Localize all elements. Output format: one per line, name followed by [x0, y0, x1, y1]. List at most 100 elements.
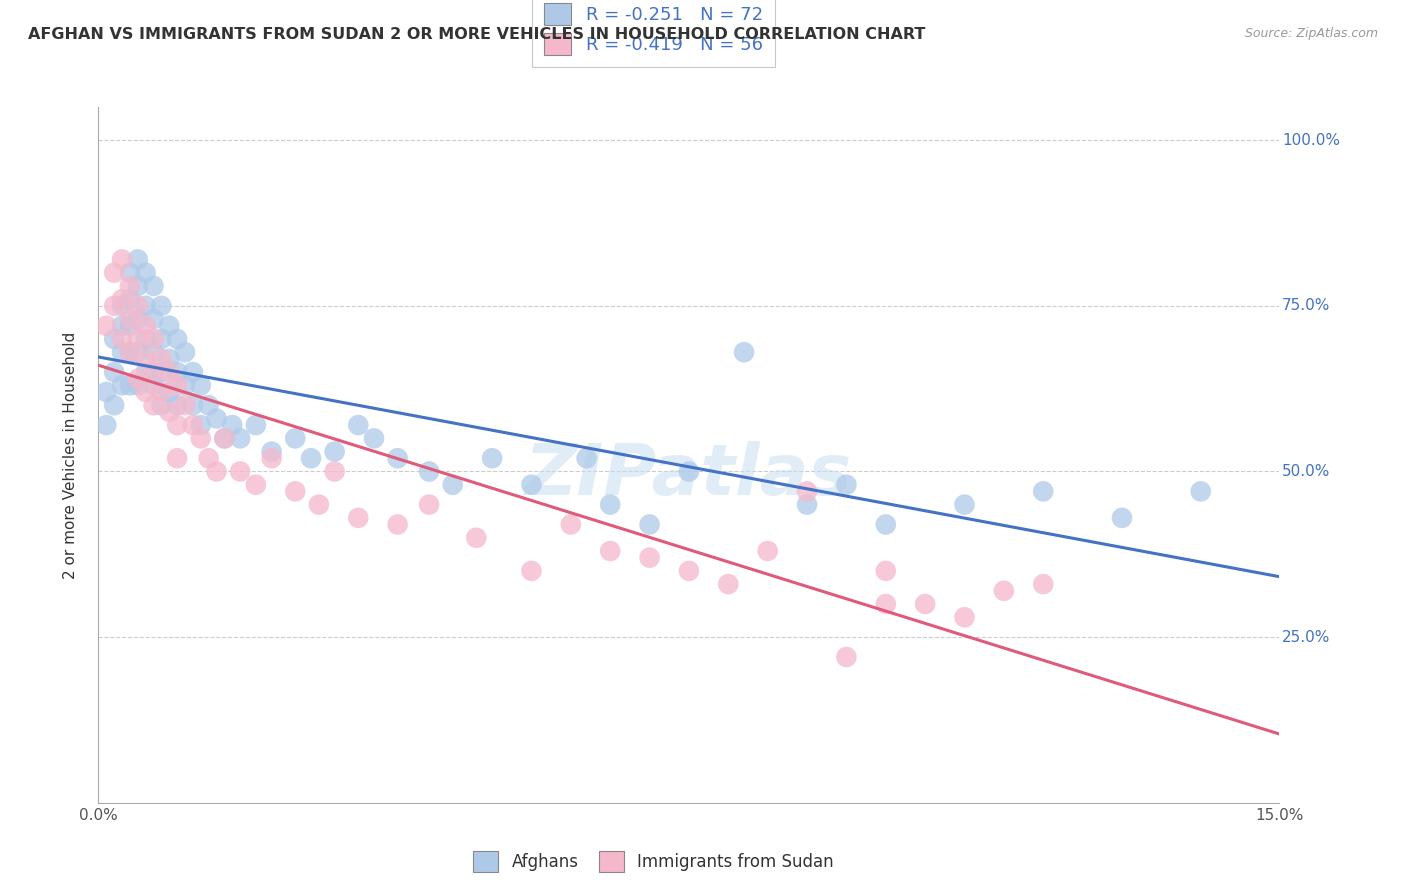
- Point: [481, 451, 503, 466]
- Point: [157, 384, 180, 399]
- Point: [166, 451, 188, 466]
- Point: [142, 279, 165, 293]
- Point: [638, 550, 661, 565]
- Point: [520, 564, 543, 578]
- Point: [875, 517, 897, 532]
- Point: [308, 498, 330, 512]
- Point: [157, 405, 180, 419]
- Point: [96, 384, 118, 399]
- Point: [993, 583, 1015, 598]
- Point: [284, 431, 307, 445]
- Point: [214, 431, 236, 445]
- Point: [103, 266, 125, 280]
- Text: 50.0%: 50.0%: [1282, 464, 1330, 479]
- Point: [190, 431, 212, 445]
- Point: [118, 312, 141, 326]
- Point: [638, 517, 661, 532]
- Point: [111, 378, 134, 392]
- Point: [142, 378, 165, 392]
- Point: [205, 465, 228, 479]
- Point: [214, 431, 236, 445]
- Point: [142, 312, 165, 326]
- Point: [520, 477, 543, 491]
- Point: [174, 398, 197, 412]
- Point: [118, 279, 141, 293]
- Point: [127, 332, 149, 346]
- Point: [135, 299, 157, 313]
- Text: 100.0%: 100.0%: [1282, 133, 1340, 148]
- Point: [150, 398, 173, 412]
- Legend: Afghans, Immigrants from Sudan: Afghans, Immigrants from Sudan: [460, 838, 846, 885]
- Point: [717, 577, 740, 591]
- Point: [875, 597, 897, 611]
- Point: [387, 451, 409, 466]
- Y-axis label: 2 or more Vehicles in Household: 2 or more Vehicles in Household: [63, 331, 77, 579]
- Point: [157, 365, 180, 379]
- Point: [127, 372, 149, 386]
- Point: [150, 384, 173, 399]
- Point: [142, 332, 165, 346]
- Point: [245, 477, 267, 491]
- Point: [1111, 511, 1133, 525]
- Point: [127, 252, 149, 267]
- Point: [299, 451, 322, 466]
- Text: AFGHAN VS IMMIGRANTS FROM SUDAN 2 OR MORE VEHICLES IN HOUSEHOLD CORRELATION CHAR: AFGHAN VS IMMIGRANTS FROM SUDAN 2 OR MOR…: [28, 27, 925, 42]
- Point: [245, 418, 267, 433]
- Point: [118, 345, 141, 359]
- Point: [118, 345, 141, 359]
- Point: [796, 498, 818, 512]
- Point: [363, 431, 385, 445]
- Point: [221, 418, 243, 433]
- Point: [135, 266, 157, 280]
- Point: [127, 378, 149, 392]
- Point: [284, 484, 307, 499]
- Point: [190, 418, 212, 433]
- Point: [96, 418, 118, 433]
- Point: [166, 332, 188, 346]
- Text: Source: ZipAtlas.com: Source: ZipAtlas.com: [1244, 27, 1378, 40]
- Point: [118, 292, 141, 306]
- Point: [111, 299, 134, 313]
- Point: [157, 351, 180, 366]
- Point: [1189, 484, 1212, 499]
- Point: [166, 398, 188, 412]
- Point: [150, 299, 173, 313]
- Point: [166, 418, 188, 433]
- Point: [166, 378, 188, 392]
- Point: [260, 444, 283, 458]
- Point: [733, 345, 755, 359]
- Point: [135, 318, 157, 333]
- Point: [347, 511, 370, 525]
- Point: [135, 332, 157, 346]
- Point: [599, 498, 621, 512]
- Point: [229, 465, 252, 479]
- Point: [150, 332, 173, 346]
- Point: [174, 378, 197, 392]
- Point: [678, 564, 700, 578]
- Point: [756, 544, 779, 558]
- Point: [835, 650, 858, 665]
- Point: [166, 365, 188, 379]
- Point: [150, 351, 173, 366]
- Point: [135, 365, 157, 379]
- Point: [127, 279, 149, 293]
- Point: [103, 365, 125, 379]
- Point: [323, 465, 346, 479]
- Point: [142, 345, 165, 359]
- Point: [127, 312, 149, 326]
- Point: [103, 299, 125, 313]
- Point: [157, 318, 180, 333]
- Point: [142, 398, 165, 412]
- Point: [103, 332, 125, 346]
- Point: [418, 498, 440, 512]
- Point: [347, 418, 370, 433]
- Point: [387, 517, 409, 532]
- Point: [953, 610, 976, 624]
- Point: [190, 378, 212, 392]
- Point: [323, 444, 346, 458]
- Point: [111, 252, 134, 267]
- Point: [111, 318, 134, 333]
- Point: [197, 398, 219, 412]
- Point: [953, 498, 976, 512]
- Point: [96, 318, 118, 333]
